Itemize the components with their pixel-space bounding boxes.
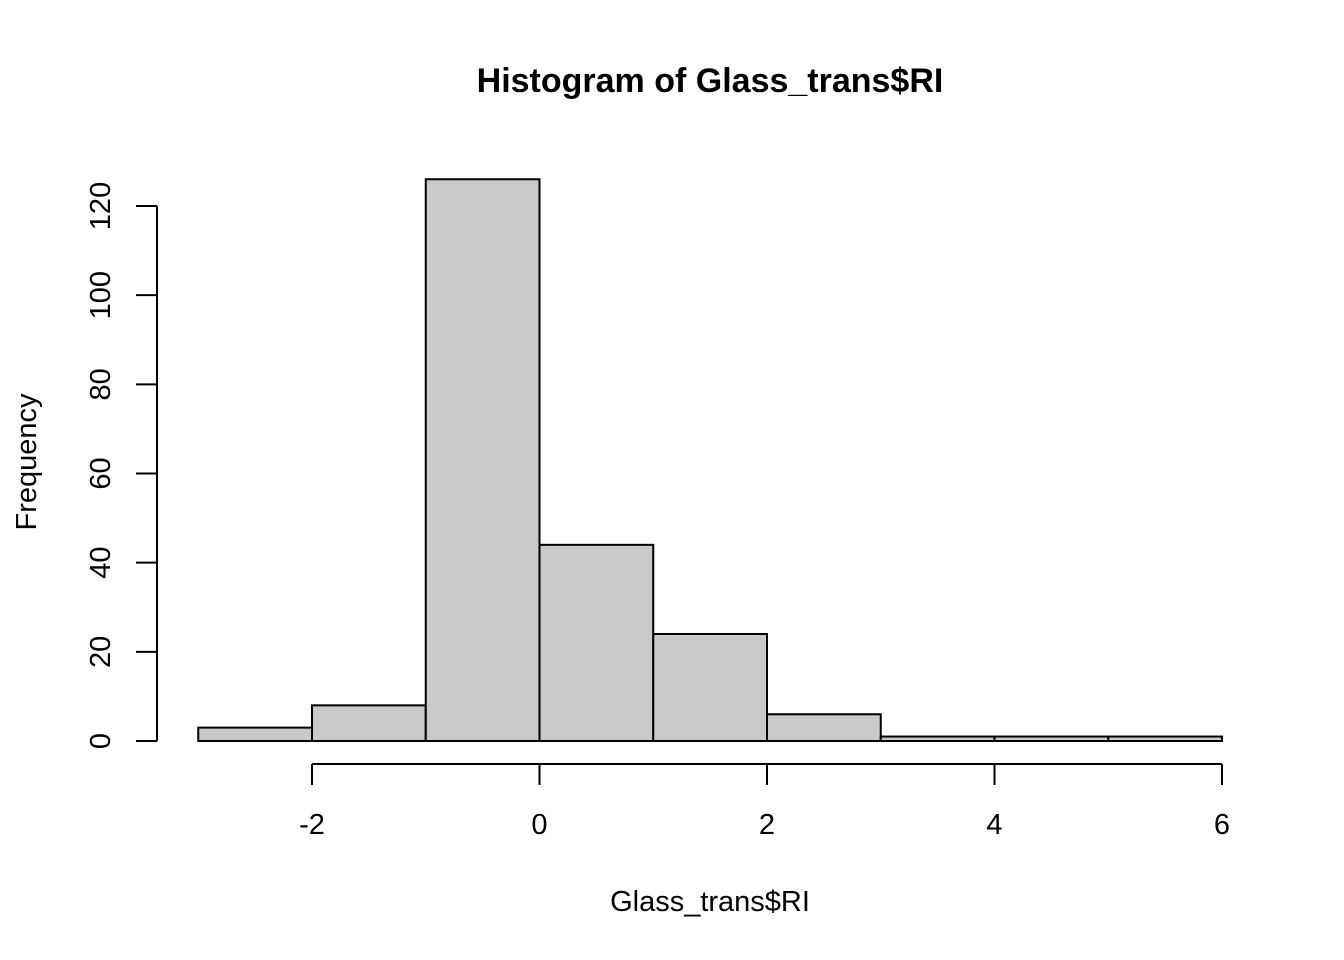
chart-title: Histogram of Glass_trans$RI xyxy=(477,62,944,100)
y-tick-label: 20 xyxy=(85,636,117,668)
x-tick-label: 4 xyxy=(986,809,1002,841)
y-tick-label: 60 xyxy=(85,457,117,489)
bars-group xyxy=(197,178,1223,743)
x-tick-label: 0 xyxy=(531,809,547,841)
histogram-bar xyxy=(311,704,427,743)
histogram-bar xyxy=(879,735,996,742)
y-tick-label: 80 xyxy=(85,368,117,400)
y-tick-label: 100 xyxy=(85,271,117,319)
histogram-bar xyxy=(652,633,768,742)
y-tick-label: 120 xyxy=(85,182,117,230)
y-tick-label: 0 xyxy=(85,733,117,749)
y-axis: 0 20 40 60 80 100 120 xyxy=(85,182,158,749)
histogram-bar xyxy=(1107,735,1223,742)
histogram-bar xyxy=(766,713,882,742)
histogram-bar xyxy=(197,726,313,743)
y-axis-title: Frequency xyxy=(11,393,43,531)
x-axis-title: Glass_trans$RI xyxy=(610,886,810,918)
histogram-bar xyxy=(424,178,541,742)
histogram-bar xyxy=(538,543,655,742)
x-tick-label: -2 xyxy=(299,809,325,841)
x-tick-label: 6 xyxy=(1214,809,1230,841)
y-tick-label: 40 xyxy=(85,547,117,579)
x-tick-label: 2 xyxy=(759,809,775,841)
x-axis: -2 0 2 4 6 xyxy=(299,763,1230,841)
histogram-bar xyxy=(993,735,1110,742)
